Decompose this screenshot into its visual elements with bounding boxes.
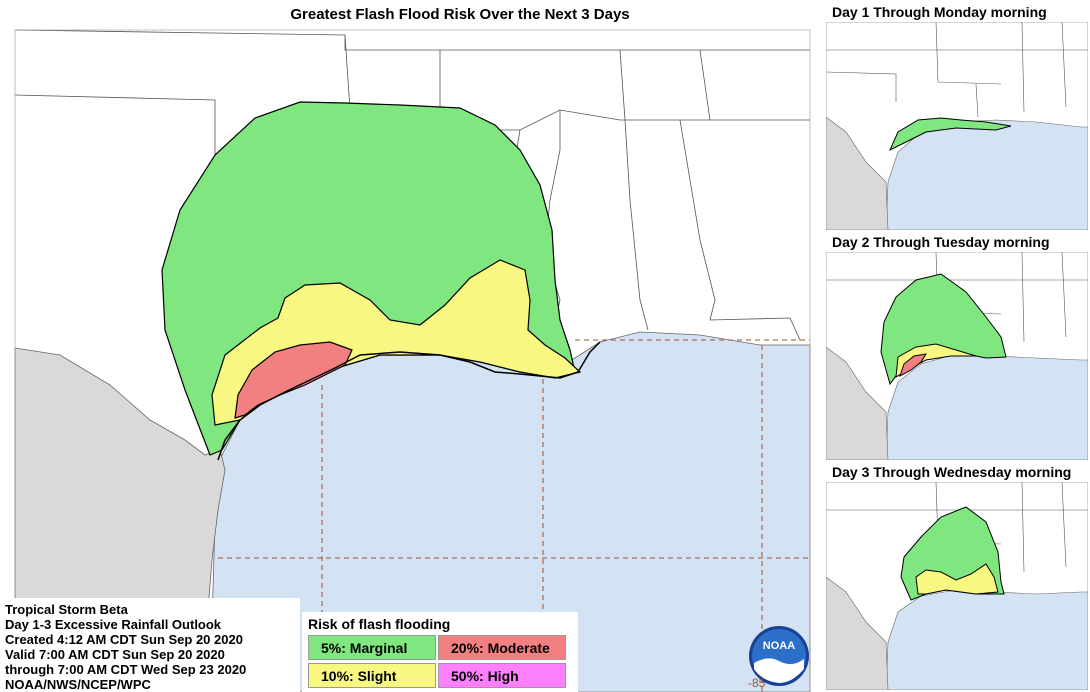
main-map	[14, 29, 811, 692]
created-time: Created 4:12 AM CDT Sun Sep 20 2020	[5, 632, 243, 647]
day2-map	[826, 252, 1088, 460]
day3-map	[826, 482, 1088, 690]
slight-risk-area	[211, 259, 582, 426]
valid-time: Valid 7:00 AM CDT Sun Sep 20 2020	[5, 647, 225, 662]
legend-item-marginal: 5%: Marginal	[308, 635, 436, 660]
legend-item-slight: 10%: Slight	[308, 663, 436, 688]
day1-map	[826, 22, 1088, 230]
coastline	[217, 341, 601, 461]
legend-item-high: 50%: High	[438, 663, 566, 688]
day3-slight-area	[915, 563, 999, 595]
main-map-frame	[14, 29, 811, 692]
storm-name: Tropical Storm Beta	[5, 602, 128, 617]
day1-marginal-area	[888, 117, 1012, 152]
through-time: through 7:00 AM CDT Wed Sep 23 2020	[5, 662, 247, 677]
noaa-logo-text: NOAA	[763, 640, 795, 652]
legend-item-moderate: 20%: Moderate	[438, 635, 566, 660]
legend-title: Risk of flash flooding	[308, 616, 451, 632]
day3-panel-title: Day 3 Through Wednesday morning	[832, 464, 1072, 480]
agency: NOAA/NWS/NCEP/WPC	[5, 677, 151, 692]
day1-panel-title: Day 1 Through Monday morning	[832, 4, 1047, 20]
day2-panel-title: Day 2 Through Tuesday morning	[832, 234, 1050, 250]
day2-moderate-area	[899, 353, 928, 378]
noaa-logo: NOAA	[749, 626, 809, 686]
legend: Risk of flash flooding 5%: Marginal 20%:…	[302, 612, 578, 692]
main-title: Greatest Flash Flood Risk Over the Next …	[290, 6, 630, 23]
product-info-box: Tropical Storm Beta Day 1-3 Excessive Ra…	[0, 598, 300, 692]
product-name: Day 1-3 Excessive Rainfall Outlook	[5, 617, 222, 632]
longitude-label: -85	[748, 676, 766, 690]
